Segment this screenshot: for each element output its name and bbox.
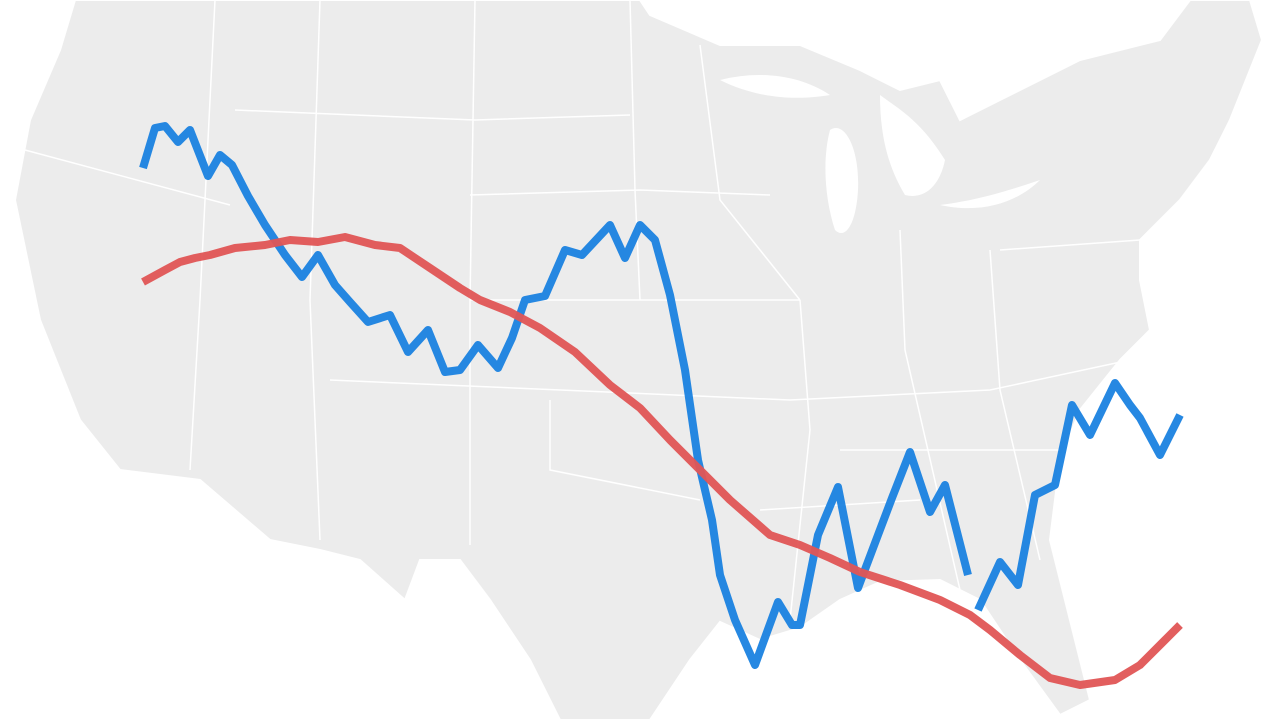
state-borders — [24, 0, 1141, 621]
great-lakes — [720, 75, 1040, 234]
us-outline — [13, 0, 1264, 720]
plot-area — [139, 122, 1184, 689]
map-background — [13, 0, 1264, 720]
state-border — [24, 0, 1141, 621]
line-series — [141, 233, 1183, 689]
line-series — [139, 122, 1184, 669]
